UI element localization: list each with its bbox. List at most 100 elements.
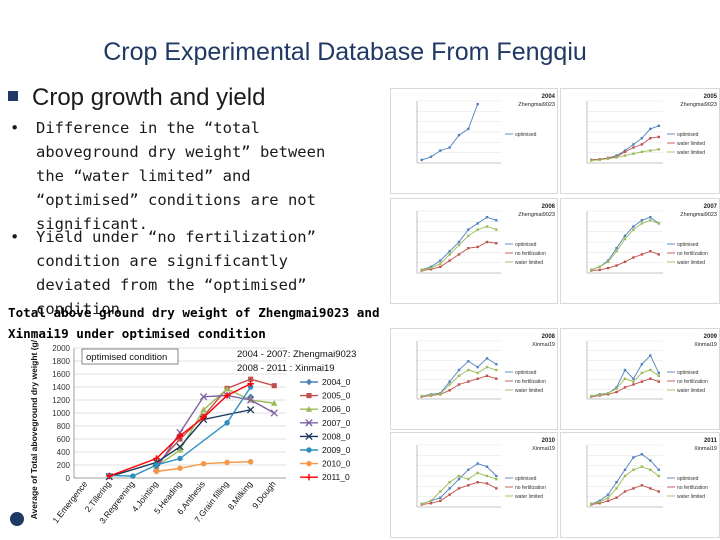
- thumbnail-point: [590, 159, 593, 162]
- thumbnail-variety: Zhengmai9023: [518, 212, 555, 218]
- thumbnail-point: [657, 374, 660, 377]
- thumbnail-point: [649, 137, 652, 140]
- thumbnail-point: [632, 377, 635, 380]
- thumbnail-series: [590, 250, 660, 272]
- thumbnail-point: [640, 465, 644, 468]
- thumbnail-point: [598, 499, 601, 502]
- bullet-text-2: Yield under “no fertilization” condition…: [36, 228, 316, 318]
- legend-entry: 2007_0: [300, 418, 351, 428]
- thumbnail-point: [598, 502, 601, 505]
- thumbnail-series-line: [421, 481, 497, 505]
- thumbnail-legend-entry: no fertilization: [505, 485, 546, 491]
- thumbnail-point: [448, 493, 451, 496]
- data-point: [305, 406, 313, 412]
- chart-caption: Total above ground dry weight of Zhengma…: [8, 305, 380, 341]
- section-heading-text: Crop growth and yield: [32, 84, 266, 111]
- thumbnail-legend-label: water limited: [677, 388, 705, 394]
- thumbnail-series: [590, 453, 660, 506]
- data-point: [176, 443, 184, 451]
- thumbnail-point: [615, 154, 618, 157]
- series-line: [109, 386, 252, 477]
- data-point: [176, 446, 184, 453]
- thumbnail-svg: 2008 Xinmai19 optimised no fertilization wat…: [416, 334, 556, 400]
- thumbnail-point: [590, 268, 593, 272]
- y-tick-label: 1600: [52, 370, 70, 379]
- thumbnail-point: [623, 150, 627, 154]
- thumbnail-series: [590, 465, 660, 506]
- thumbnail-point: [606, 260, 610, 264]
- thumbnail-point: [429, 499, 433, 502]
- thumbnail-point: [615, 264, 618, 267]
- legend-entry: 2006_0: [300, 404, 351, 414]
- thumbnail-point: [485, 474, 489, 478]
- thumbnail-point: [467, 234, 470, 237]
- thumbnail-point: [448, 389, 451, 392]
- thumbnail-point: [439, 259, 442, 262]
- thumbnail-point: [448, 250, 451, 253]
- thumbnail-legend-entry: no fertilization: [667, 379, 708, 385]
- thumbnail-variety: Xinmai19: [694, 446, 717, 452]
- thumbnail-legend-label: optimised: [677, 242, 699, 248]
- data-point: [247, 459, 254, 465]
- thumbnail-point: [615, 496, 618, 499]
- thumbnail-series: [420, 471, 498, 506]
- thumbnail-legend-entry: no fertilization: [667, 485, 708, 491]
- thumbnail-point: [476, 462, 479, 465]
- thumbnail-point: [623, 377, 627, 380]
- thumbnail-point: [657, 124, 660, 127]
- thumbnail-chart-2009: 2009 Xinmai19 optimised no fertilization wat…: [560, 328, 720, 430]
- legend-label: 2004_0: [322, 377, 351, 387]
- legend-entry: 2010_0: [300, 459, 351, 469]
- data-point: [200, 460, 207, 467]
- thumbnail-point: [649, 149, 652, 152]
- thumbnail-point: [420, 268, 423, 272]
- thumbnail-point: [598, 158, 601, 162]
- thumbnail-series: [420, 240, 498, 272]
- thumbnail-point: [495, 363, 498, 366]
- thumbnail-chart-2005: 2005 Zhengmai9023 optimised water limited wa…: [560, 88, 720, 194]
- thumbnail-point: [495, 487, 498, 490]
- legend-label: 2007_0: [322, 418, 351, 428]
- thumbnail-year: 2004: [542, 94, 556, 100]
- thumbnail-series: [590, 135, 660, 162]
- thumbnail-chart-2007: 2007 Zhengmai9023 optimised no fertilizatio…: [560, 198, 720, 304]
- thumbnail-point: [457, 253, 461, 256]
- thumbnail-chart-2008: 2008 Xinmai19 optimised no fertilization wat…: [390, 328, 558, 430]
- thumbnail-point: [495, 219, 498, 222]
- y-tick-label: 1800: [52, 357, 70, 366]
- thumbnail-series-line: [421, 357, 497, 397]
- thumbnail-legend-label: optimised: [515, 476, 537, 482]
- legend-label: 2008_0: [322, 431, 351, 441]
- thumbnail-point: [467, 360, 470, 363]
- thumbnail-point: [640, 150, 644, 154]
- y-tick-label: 0: [66, 474, 71, 483]
- thumbnail-point: [457, 383, 461, 386]
- bullet-dot-icon: •: [10, 119, 20, 137]
- thumbnail-point: [615, 250, 618, 253]
- thumbnail-series: [420, 481, 498, 506]
- thumbnail-series-line: [591, 354, 660, 397]
- thumbnail-point: [649, 377, 652, 380]
- thumbnail-legend-entry: water limited: [505, 260, 543, 266]
- annotation-box: optimised condition: [81, 348, 179, 365]
- data-point: [130, 473, 136, 479]
- data-point: [153, 468, 160, 475]
- thumbnail-point: [640, 380, 644, 383]
- legend-label: 2005_0: [322, 391, 351, 401]
- bullet-square-icon: [8, 90, 18, 101]
- thumbnail-point: [606, 266, 610, 270]
- thumbnail-point: [420, 158, 423, 162]
- thumbnail-point: [623, 490, 627, 493]
- thumbnail-point: [467, 380, 470, 383]
- thumbnail-svg: 2007 Zhengmai9023 optimised no fertilizatio…: [586, 204, 718, 274]
- thumbnail-point: [615, 481, 618, 484]
- data-point: [199, 393, 208, 401]
- thumbnail-point: [640, 219, 644, 222]
- thumbnail-legend-entry: water limited: [667, 494, 705, 500]
- thumbnail-point: [476, 377, 479, 380]
- thumbnail-legend-entry: water limited: [505, 494, 543, 500]
- data-point: [223, 392, 231, 399]
- data-point: [247, 384, 254, 390]
- thumbnail-point: [495, 477, 498, 481]
- thumbnail-point: [429, 155, 433, 158]
